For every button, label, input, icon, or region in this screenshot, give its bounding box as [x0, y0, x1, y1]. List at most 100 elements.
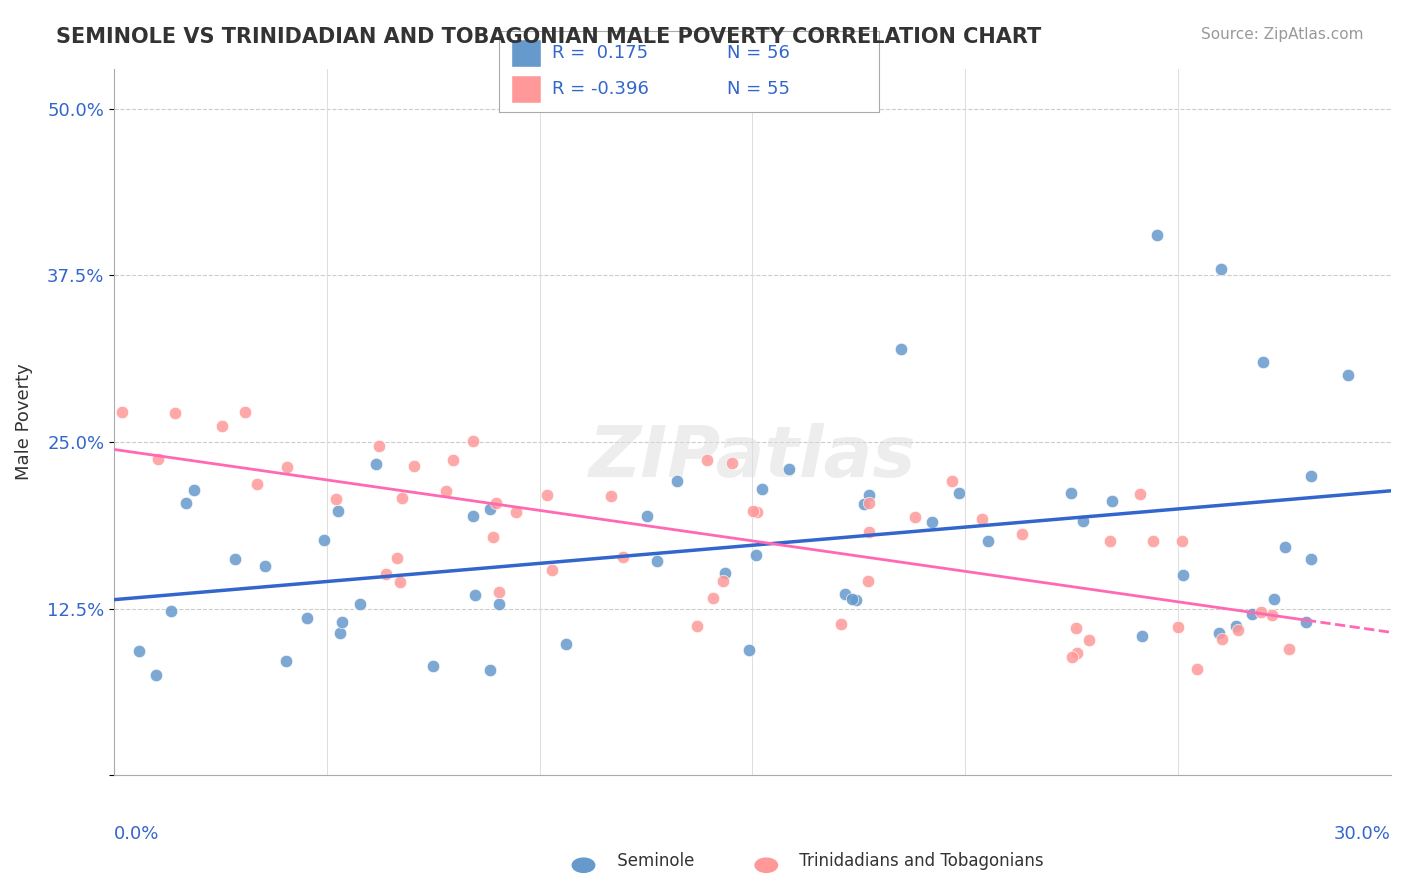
- Point: [1146, 228, 1168, 243]
- Point: [328, 503, 350, 517]
- Point: [160, 604, 183, 618]
- Point: [276, 459, 298, 474]
- Point: [555, 637, 578, 651]
- Point: [636, 508, 658, 523]
- Point: [600, 489, 623, 503]
- Point: [647, 554, 669, 568]
- Point: [146, 452, 169, 467]
- Point: [295, 611, 318, 625]
- Point: [387, 551, 409, 566]
- Point: [1250, 605, 1272, 619]
- Point: [464, 588, 486, 602]
- Point: [505, 505, 527, 519]
- Point: [314, 533, 336, 547]
- Point: [488, 585, 510, 599]
- Text: Seminole: Seminole: [591, 852, 695, 870]
- Text: N = 55: N = 55: [727, 80, 790, 98]
- Point: [852, 497, 875, 511]
- Point: [253, 558, 276, 573]
- Point: [367, 439, 389, 453]
- Point: [1263, 592, 1285, 607]
- Point: [128, 644, 150, 658]
- Point: [479, 501, 502, 516]
- Point: [541, 563, 564, 577]
- Point: [1098, 533, 1121, 548]
- Point: [1278, 642, 1301, 657]
- Point: [738, 642, 761, 657]
- Y-axis label: Male Poverty: Male Poverty: [15, 364, 32, 480]
- Point: [1171, 533, 1194, 548]
- FancyBboxPatch shape: [510, 76, 541, 103]
- Point: [111, 405, 134, 419]
- Point: [1167, 620, 1189, 634]
- Point: [1066, 621, 1088, 635]
- Point: [714, 566, 737, 580]
- Point: [145, 668, 167, 682]
- FancyBboxPatch shape: [510, 39, 541, 68]
- Point: [904, 510, 927, 524]
- Point: [948, 485, 970, 500]
- Text: R =  0.175: R = 0.175: [553, 44, 648, 62]
- Text: ZIPatlas: ZIPatlas: [589, 423, 917, 491]
- Point: [702, 591, 724, 606]
- Point: [233, 405, 256, 419]
- Point: [165, 406, 187, 420]
- Text: SEMINOLE VS TRINIDADIAN AND TOBAGONIAN MALE POVERTY CORRELATION CHART: SEMINOLE VS TRINIDADIAN AND TOBAGONIAN M…: [56, 27, 1042, 46]
- Point: [404, 459, 426, 474]
- Point: [1066, 646, 1088, 660]
- Point: [246, 477, 269, 491]
- Point: [665, 475, 688, 489]
- Point: [686, 619, 709, 633]
- Point: [921, 515, 943, 529]
- Point: [1240, 607, 1263, 622]
- Point: [461, 434, 484, 449]
- Text: N = 56: N = 56: [727, 44, 790, 62]
- Point: [224, 551, 246, 566]
- Point: [778, 461, 800, 475]
- Point: [1274, 540, 1296, 554]
- Point: [696, 453, 718, 467]
- Point: [1142, 533, 1164, 548]
- Point: [434, 484, 457, 499]
- Point: [612, 549, 634, 564]
- Point: [374, 566, 396, 581]
- Point: [970, 512, 993, 526]
- Point: [751, 482, 773, 496]
- Point: [745, 505, 768, 519]
- Point: [845, 593, 868, 607]
- Point: [1185, 662, 1208, 676]
- Point: [330, 615, 353, 629]
- Point: [941, 475, 963, 489]
- Point: [478, 663, 501, 677]
- Point: [391, 491, 413, 506]
- Point: [276, 654, 298, 668]
- Point: [482, 530, 505, 544]
- Point: [174, 496, 197, 510]
- Point: [841, 591, 863, 606]
- Point: [858, 488, 880, 502]
- Point: [1226, 623, 1249, 637]
- Point: [1078, 633, 1101, 648]
- Point: [1225, 619, 1247, 633]
- Point: [834, 587, 856, 601]
- Point: [443, 452, 465, 467]
- Point: [349, 597, 371, 611]
- Point: [1337, 368, 1360, 383]
- Point: [1211, 632, 1233, 646]
- Point: [485, 496, 508, 510]
- Text: Source: ZipAtlas.com: Source: ZipAtlas.com: [1201, 27, 1364, 42]
- Point: [1301, 468, 1323, 483]
- Point: [1173, 567, 1195, 582]
- Point: [830, 616, 852, 631]
- Point: [422, 658, 444, 673]
- Point: [183, 483, 205, 498]
- Point: [721, 456, 744, 470]
- Point: [858, 496, 880, 510]
- Text: Trinidadians and Tobagonians: Trinidadians and Tobagonians: [773, 852, 1043, 870]
- Point: [1130, 629, 1153, 643]
- Point: [1299, 552, 1322, 566]
- Point: [1261, 607, 1284, 622]
- Point: [1060, 485, 1083, 500]
- Point: [711, 574, 734, 588]
- Point: [1101, 493, 1123, 508]
